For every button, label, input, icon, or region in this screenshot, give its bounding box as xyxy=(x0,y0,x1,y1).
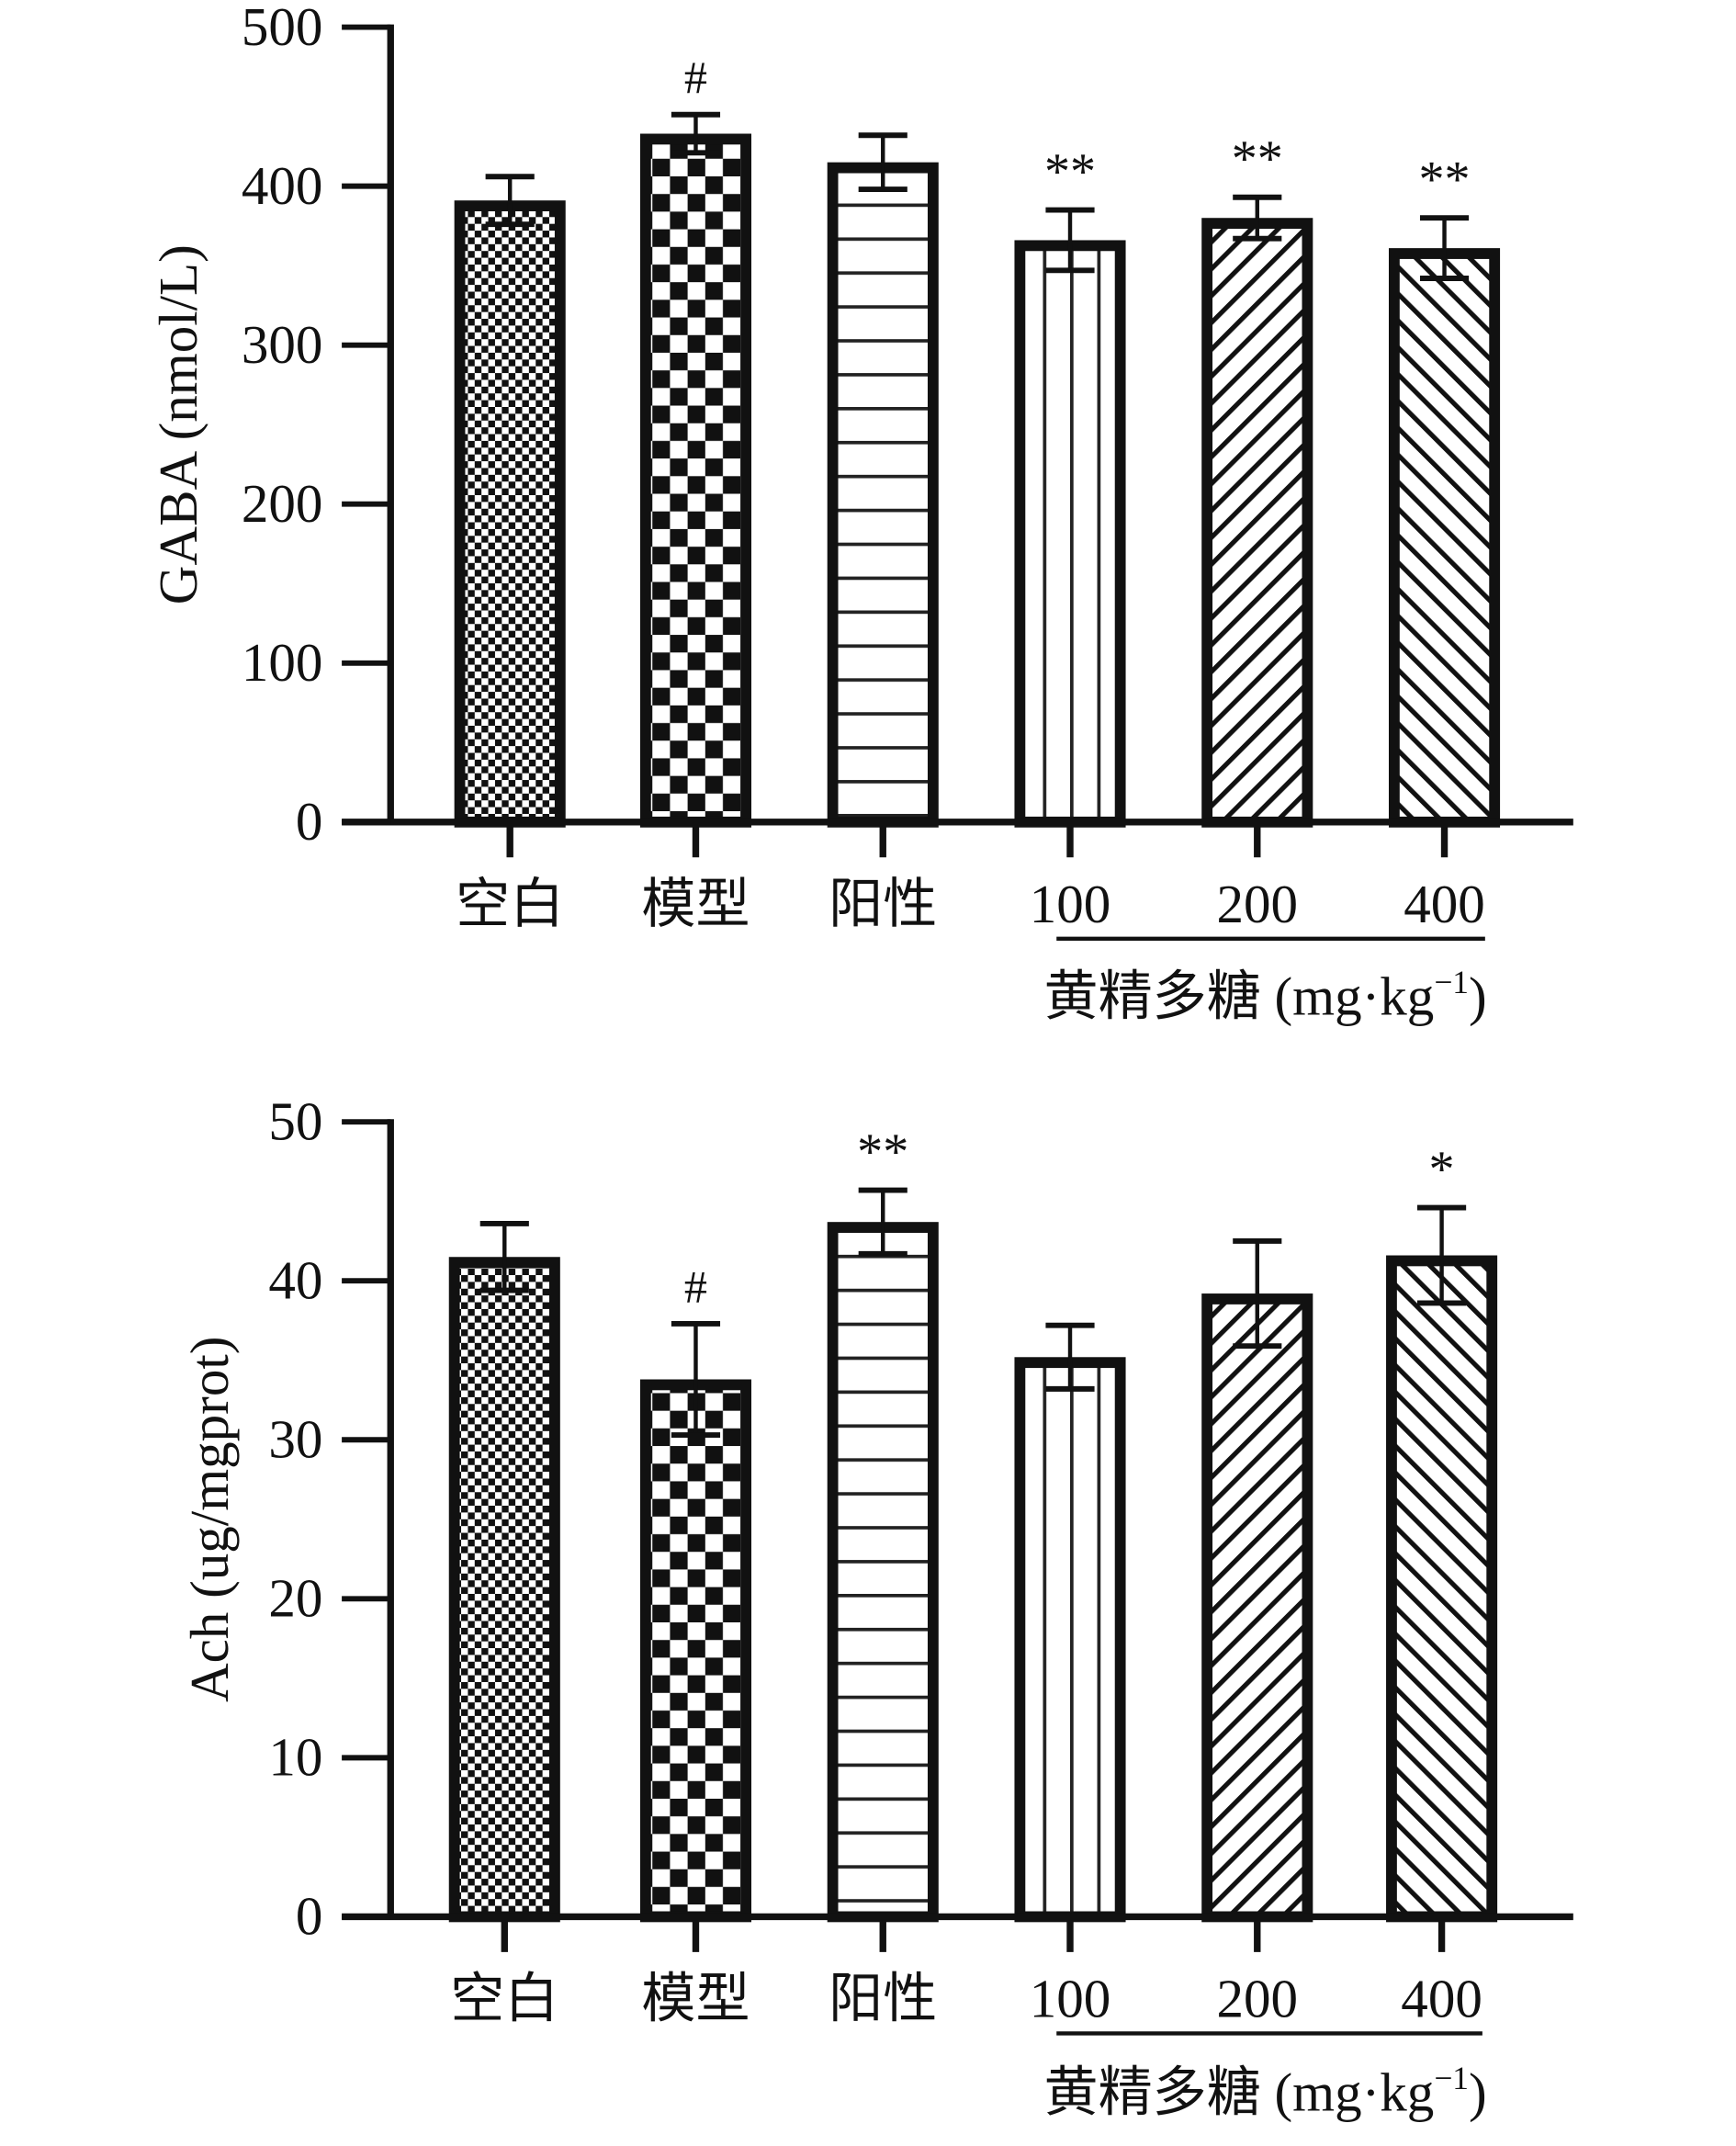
bar-3 xyxy=(1014,1357,1126,1923)
bar-1 xyxy=(639,1379,752,1923)
bar-2 xyxy=(827,162,939,828)
y-axis-label: GABA (nmol/L) xyxy=(148,244,209,604)
x-tick-label-4: 200 xyxy=(1216,874,1298,934)
bar-3 xyxy=(1014,240,1126,828)
y-tick-label-4: 40 xyxy=(268,1249,322,1310)
x-axis-label-sup: −1 xyxy=(1434,964,1469,1000)
y-tick-label-5: 500 xyxy=(242,0,323,57)
bar-0 xyxy=(454,200,566,828)
y-axis-label: Ach (ug/mgprot) xyxy=(179,1337,240,1702)
y-tick-label-3: 30 xyxy=(268,1408,322,1469)
y-tick-label-0: 0 xyxy=(296,1886,323,1947)
significance-label-4: ** xyxy=(1232,130,1283,187)
gaba-chart: 空白 # 模型 阳性 ** 100 ** 200 ** 400 0 100 200 300 400 500 GA… xyxy=(148,0,1573,1027)
bar-4 xyxy=(1201,1293,1313,1923)
significance-label-1: # xyxy=(684,1260,707,1312)
ach-chart: 空白 # 模型 ** 阳性 100 200 * 400 0 10 20 30 40 50 Ach (ug/mg… xyxy=(179,1090,1573,2123)
bar-0 xyxy=(448,1257,560,1923)
x-tick-label-3: 100 xyxy=(1030,874,1111,934)
x-axis-label: 黄精多糖 (mg·kg−1) xyxy=(1044,2060,1487,2123)
significance-label-2: ** xyxy=(857,1124,908,1180)
x-tick-label-4: 200 xyxy=(1216,1969,1298,2029)
significance-label-5: * xyxy=(1429,1141,1455,1198)
significance-label-5: ** xyxy=(1418,152,1470,209)
bar-5 xyxy=(1389,248,1501,828)
x-tick-label-2: 阳性 xyxy=(829,874,937,934)
significance-label-1: # xyxy=(684,51,707,103)
x-axis-label-main: 黄精多糖 (mg·kg xyxy=(1044,2062,1435,2123)
x-tick-label-3: 100 xyxy=(1030,1969,1111,2029)
x-axis-label-main: 黄精多糖 (mg·kg xyxy=(1044,966,1435,1027)
y-tick-label-2: 200 xyxy=(242,473,323,534)
x-tick-label-0: 空白 xyxy=(450,1969,558,2029)
significance-label-3: ** xyxy=(1044,143,1096,200)
x-axis-label-tail: ) xyxy=(1469,966,1487,1027)
x-axis-label-sup: −1 xyxy=(1434,2060,1469,2096)
y-tick-label-0: 0 xyxy=(296,791,323,852)
y-tick-label-4: 400 xyxy=(242,155,323,216)
x-tick-label-0: 空白 xyxy=(456,874,564,934)
y-tick-label-1: 10 xyxy=(268,1727,322,1788)
y-tick-label-2: 20 xyxy=(268,1568,322,1629)
x-tick-label-1: 模型 xyxy=(641,874,750,934)
x-tick-label-2: 阳性 xyxy=(829,1969,937,2029)
y-tick-label-1: 100 xyxy=(242,632,323,693)
bar-5 xyxy=(1386,1255,1498,1923)
x-axis-label-tail: ) xyxy=(1469,2062,1487,2123)
y-tick-label-3: 300 xyxy=(242,314,323,375)
x-axis-label: 黄精多糖 (mg·kg−1) xyxy=(1044,964,1487,1027)
bar-4 xyxy=(1201,218,1313,828)
y-tick-label-5: 50 xyxy=(268,1090,322,1151)
x-tick-label-1: 模型 xyxy=(641,1969,750,2029)
bar-2 xyxy=(827,1222,939,1923)
x-tick-label-5: 400 xyxy=(1403,874,1485,934)
x-tick-label-5: 400 xyxy=(1401,1969,1482,2029)
bar-1 xyxy=(639,133,752,828)
